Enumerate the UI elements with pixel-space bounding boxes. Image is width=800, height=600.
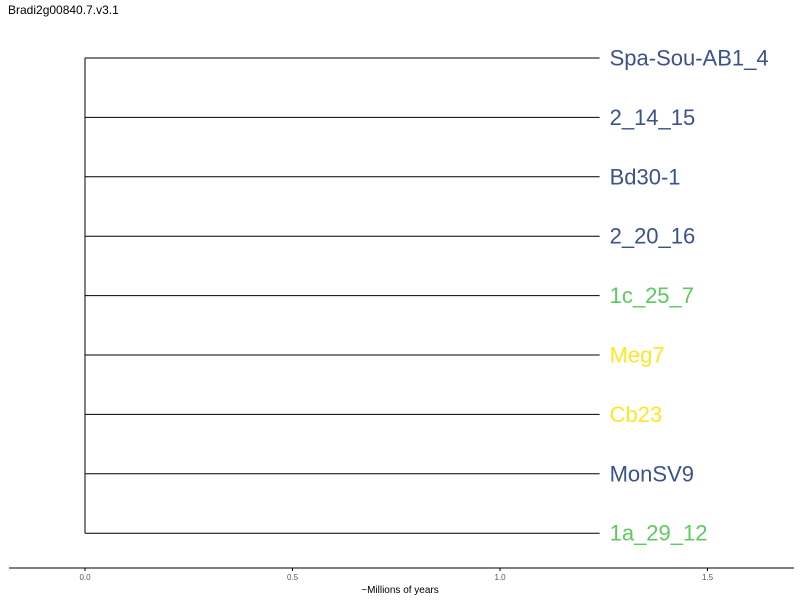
leaf-label: Bd30-1 [610,164,681,189]
x-tick-label: 1.5 [702,573,714,582]
x-axis-label: ~Millions of years [361,585,439,596]
leaf-labels: Spa-Sou-AB1_4 2_14_15 Bd30-1 2_20_16 1c_25_7… [610,46,769,546]
leaf-label: 2_20_16 [610,224,696,249]
x-tick-label: 0.5 [287,573,299,582]
x-tick-label: 0.0 [79,573,91,582]
x-axis: 0.0 0.5 1.0 1.5 [9,567,794,582]
x-tick-label: 1.0 [494,573,506,582]
leaf-label: 1c_25_7 [610,283,694,308]
leaf-label: MonSV9 [610,461,694,486]
leaf-label: Meg7 [610,343,665,368]
leaf-label: Spa-Sou-AB1_4 [610,46,769,71]
leaf-label: 2_14_15 [610,105,696,130]
leaf-label: Cb23 [610,402,663,427]
leaf-label: 1a_29_12 [610,521,708,546]
tree-branches [84,57,600,534]
page-title: Bradi2g00840.7.v3.1 [8,3,119,17]
